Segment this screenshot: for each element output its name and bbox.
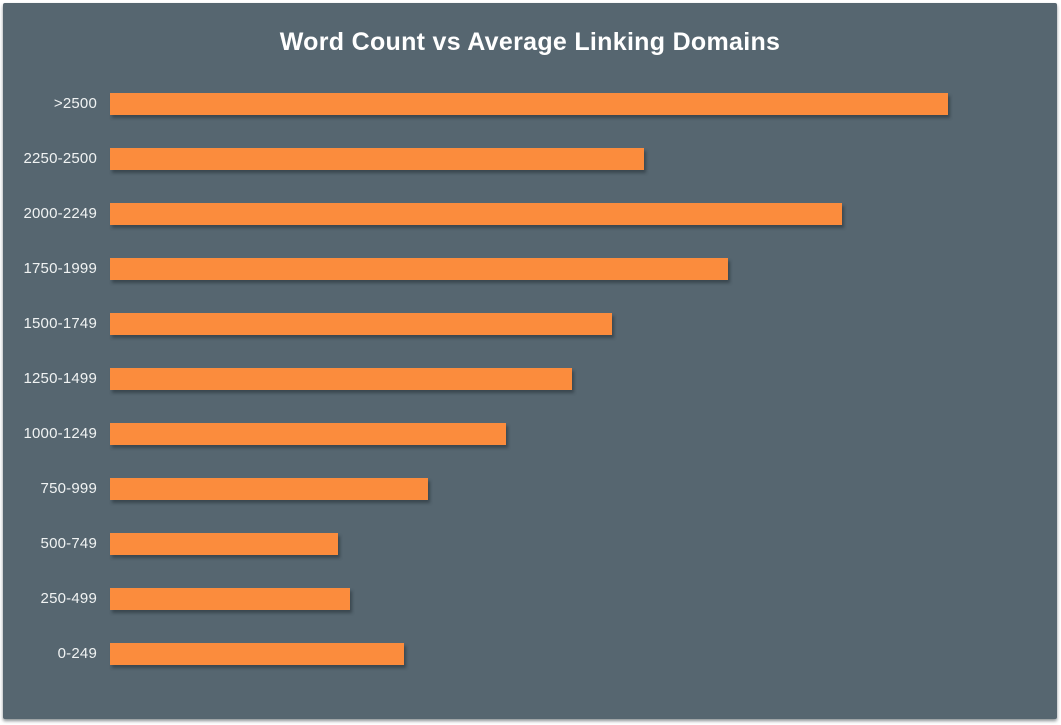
chart-row: >2500 [3,93,1057,115]
chart-row: 1500-1749 [3,313,1057,335]
chart-row: 1250-1499 [3,368,1057,390]
bar [110,478,428,500]
category-label: 750-999 [40,480,97,497]
category-label: 500-749 [40,535,97,552]
bar [110,588,350,610]
category-label: 250-499 [40,590,97,607]
chart-row: 1750-1999 [3,258,1057,280]
chart-row: 1000-1249 [3,423,1057,445]
bar [110,93,948,115]
category-label: 0-249 [57,645,97,662]
category-label: 1750-1999 [23,260,97,277]
chart-row: 250-499 [3,588,1057,610]
bar [110,423,506,445]
chart-row: 2000-2249 [3,203,1057,225]
chart-row: 750-999 [3,478,1057,500]
chart-panel: Word Count vs Average Linking Domains >2… [3,3,1057,719]
bar [110,258,728,280]
chart-title: Word Count vs Average Linking Domains [279,28,781,56]
bar [110,203,842,225]
category-label: 1250-1499 [23,370,97,387]
category-label: 1500-1749 [23,315,97,332]
bar [110,313,612,335]
bar [110,533,338,555]
bar [110,368,572,390]
bar [110,148,644,170]
bar-chart: >2500 2250-2500 2000-2249 1750-1999 1500-174… [3,3,1057,719]
bar [110,643,404,665]
category-label: 2250-2500 [23,150,97,167]
category-label: >2500 [53,95,97,112]
chart-row: 2250-2500 [3,148,1057,170]
chart-row: 0-249 [3,643,1057,665]
category-label: 2000-2249 [23,205,97,222]
category-label: 1000-1249 [23,425,97,442]
chart-row: 500-749 [3,533,1057,555]
